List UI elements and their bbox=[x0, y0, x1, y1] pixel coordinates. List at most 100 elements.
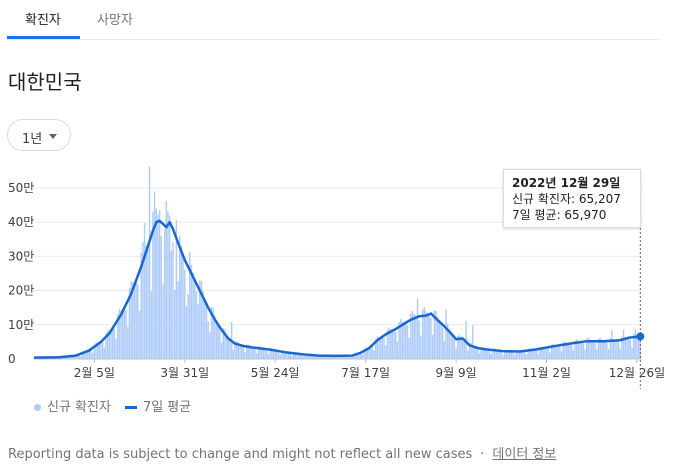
case-bar bbox=[559, 346, 561, 359]
case-bar bbox=[458, 334, 461, 359]
case-bar bbox=[177, 281, 179, 359]
case-bar bbox=[446, 324, 449, 359]
case-bar bbox=[483, 348, 486, 359]
case-bar bbox=[220, 343, 223, 359]
chart-tooltip: 2022년 12월 29일 신규 확진자: 65,207 7일 평균: 65,9… bbox=[503, 169, 641, 228]
case-bar bbox=[324, 356, 327, 359]
case-bar bbox=[80, 356, 82, 359]
case-bar bbox=[503, 349, 506, 359]
data-info-link[interactable]: 데이터 정보 bbox=[492, 447, 557, 462]
case-bar bbox=[497, 350, 499, 359]
case-bar bbox=[460, 336, 462, 359]
tab-cases[interactable]: 확진자 bbox=[25, 13, 61, 28]
case-bar bbox=[440, 323, 442, 359]
case-bar bbox=[197, 304, 199, 359]
case-bar bbox=[532, 349, 534, 359]
case-bar bbox=[443, 341, 446, 359]
case-bar bbox=[269, 348, 271, 359]
x-tick-label: 2월 5일 bbox=[74, 366, 115, 380]
case-bar bbox=[318, 354, 320, 359]
case-bar bbox=[589, 339, 591, 359]
tab-deaths[interactable]: 사망자 bbox=[97, 13, 133, 28]
disclaimer-text: Reporting data is subject to change and … bbox=[8, 447, 473, 462]
case-bar bbox=[560, 351, 563, 359]
case-bar bbox=[262, 348, 265, 359]
case-bar bbox=[388, 327, 390, 359]
case-bar bbox=[132, 282, 134, 359]
case-bar bbox=[316, 354, 318, 359]
case-bar bbox=[540, 346, 543, 359]
case-bar bbox=[415, 315, 417, 359]
case-bar bbox=[395, 331, 397, 359]
tooltip-new-cases: 신규 확진자: 65,207 bbox=[512, 192, 621, 206]
case-bar bbox=[90, 350, 92, 359]
case-bar bbox=[452, 335, 454, 359]
case-bar bbox=[475, 347, 477, 359]
case-bar bbox=[127, 327, 129, 359]
cases-chart[interactable]: 0 10만 20만 30만 40만 50만 2월 5일 3월 31일 5월 24일 7월 17일 9… bbox=[0, 160, 683, 390]
y-tick-label: 40만 bbox=[8, 215, 34, 229]
case-bar bbox=[115, 338, 117, 359]
case-bar bbox=[485, 348, 487, 359]
case-bar bbox=[361, 355, 363, 359]
footer: Reporting data is subject to change and … bbox=[8, 443, 556, 462]
case-bar bbox=[314, 356, 317, 359]
case-bar bbox=[552, 343, 554, 359]
case-bar bbox=[572, 350, 575, 359]
case-bar bbox=[190, 264, 193, 359]
time-range-dropdown[interactable]: 1년 bbox=[7, 119, 71, 151]
case-bar bbox=[247, 344, 250, 359]
case-bar bbox=[604, 341, 606, 359]
case-bar bbox=[626, 337, 628, 359]
case-bar bbox=[276, 350, 278, 359]
case-bar bbox=[413, 314, 415, 359]
case-bar bbox=[592, 341, 595, 359]
case-bar bbox=[462, 337, 464, 359]
case-bar bbox=[487, 349, 489, 359]
case-bar bbox=[162, 284, 164, 359]
case-bar bbox=[83, 351, 85, 359]
case-bar bbox=[418, 320, 420, 359]
case-bar bbox=[490, 354, 492, 359]
case-bar bbox=[175, 220, 178, 359]
case-bar bbox=[266, 350, 268, 359]
case-bar bbox=[565, 342, 568, 359]
case-bar bbox=[488, 350, 491, 359]
case-bar bbox=[244, 352, 246, 359]
case-bar bbox=[299, 354, 302, 359]
average-legend-label: 7일 평균 bbox=[142, 400, 192, 415]
case-bar bbox=[215, 320, 218, 359]
case-bar bbox=[617, 342, 620, 359]
active-tab-indicator bbox=[7, 36, 80, 39]
case-bar bbox=[492, 348, 494, 359]
case-bar bbox=[113, 328, 116, 359]
case-bar bbox=[105, 333, 107, 359]
case-bar bbox=[172, 242, 174, 359]
case-bar bbox=[601, 339, 603, 359]
average-legend-swatch bbox=[124, 406, 137, 409]
case-bar bbox=[284, 351, 286, 359]
case-bar bbox=[165, 200, 168, 359]
case-bar bbox=[86, 350, 89, 359]
x-tick-label: 11월 2일 bbox=[522, 366, 571, 380]
y-tick-label: 20만 bbox=[8, 284, 34, 298]
case-bar bbox=[85, 351, 87, 359]
case-bar bbox=[341, 355, 343, 359]
case-bar bbox=[535, 350, 538, 359]
case-bar bbox=[88, 350, 90, 359]
case-bar bbox=[391, 329, 394, 359]
case-bar bbox=[363, 349, 365, 359]
new-cases-legend-label: 신규 확진자 bbox=[47, 400, 111, 415]
y-tick-label: 0 bbox=[8, 352, 16, 366]
case-bar bbox=[468, 343, 471, 359]
case-bar bbox=[187, 294, 189, 359]
case-bar bbox=[537, 353, 539, 359]
case-bar bbox=[261, 347, 263, 359]
average-line bbox=[33, 219, 641, 359]
case-bar bbox=[374, 339, 377, 359]
case-bar bbox=[349, 357, 352, 359]
case-bar bbox=[500, 351, 503, 359]
case-bar bbox=[182, 255, 184, 359]
case-bar bbox=[482, 346, 484, 359]
new-cases-legend-swatch bbox=[34, 404, 41, 411]
